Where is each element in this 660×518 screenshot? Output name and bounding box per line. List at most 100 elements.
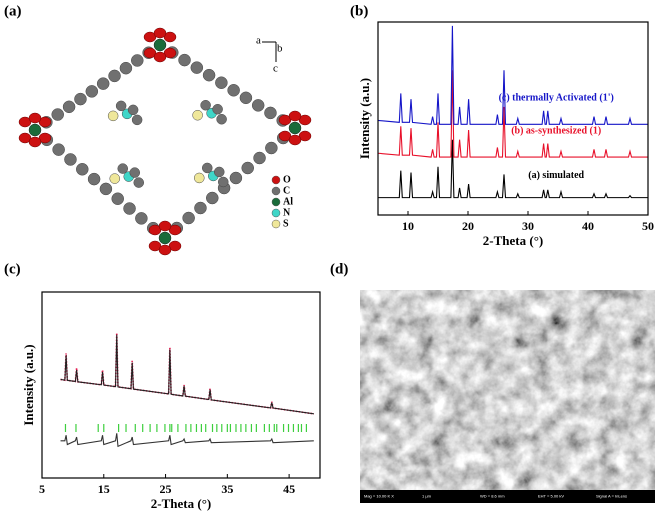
atom xyxy=(192,109,203,121)
atom xyxy=(194,172,205,184)
atom xyxy=(253,151,266,165)
x-tick-label: 25 xyxy=(160,482,172,496)
atom xyxy=(200,99,211,111)
sem-info: Signal A = InLens xyxy=(596,494,627,499)
atom xyxy=(251,99,265,112)
atom xyxy=(111,192,124,205)
atom xyxy=(265,141,278,155)
atom xyxy=(133,177,144,188)
atom xyxy=(158,231,172,245)
atom xyxy=(206,191,219,205)
atom xyxy=(158,244,172,256)
series-line xyxy=(377,25,648,125)
sem-info: WD = 8.6 mm xyxy=(480,494,505,499)
legend-swatch xyxy=(271,219,281,229)
x-axis-label: 2-Theta (°) xyxy=(483,233,543,248)
atom xyxy=(109,173,120,184)
axis-arrows xyxy=(262,41,277,62)
axis-label: b xyxy=(277,43,283,55)
panel-label: (c) xyxy=(4,261,21,277)
atom xyxy=(51,108,64,121)
x-tick-label: 50 xyxy=(642,219,654,233)
legend-label: O xyxy=(283,174,291,185)
atom xyxy=(264,106,277,120)
legend-swatch xyxy=(271,186,281,196)
atom xyxy=(127,104,139,116)
atom xyxy=(182,211,195,225)
atom xyxy=(135,212,148,225)
sem-info-bar xyxy=(360,490,655,503)
atom xyxy=(74,92,87,106)
sem-info: 1 µm xyxy=(422,494,432,499)
atom xyxy=(288,110,302,122)
atom xyxy=(107,110,119,122)
series-line xyxy=(60,334,314,415)
series-label: (b) as-synthesized (1) xyxy=(511,126,601,137)
series-line xyxy=(377,70,648,158)
atom xyxy=(76,163,89,176)
axis-label: a xyxy=(256,35,261,47)
panel-label: (d) xyxy=(330,261,348,277)
atom xyxy=(99,182,113,196)
atom xyxy=(64,153,77,166)
atom xyxy=(158,220,172,232)
atom xyxy=(229,171,243,185)
legend-swatch xyxy=(271,175,281,185)
atom xyxy=(52,143,65,156)
atom xyxy=(87,172,101,186)
atom xyxy=(28,136,42,148)
x-tick-label: 10 xyxy=(402,219,414,233)
atom xyxy=(131,114,143,126)
atom xyxy=(239,91,253,105)
atom xyxy=(129,167,140,178)
atom xyxy=(131,54,144,67)
atom xyxy=(218,176,229,188)
axis-label: c xyxy=(273,63,278,75)
y-axis-label: Intensity (a.u.) xyxy=(21,344,36,425)
atom xyxy=(153,38,167,52)
x-tick-label: 45 xyxy=(283,482,295,496)
plot-frame xyxy=(377,21,649,216)
series-label: (c) thermally Activated (1') xyxy=(499,93,614,104)
panel-label: (a) xyxy=(4,3,22,19)
atom xyxy=(227,84,240,97)
legend-label: Al xyxy=(283,196,293,207)
atom xyxy=(215,76,228,89)
atom xyxy=(212,103,223,115)
x-tick-label: 20 xyxy=(462,219,474,233)
atom xyxy=(214,166,225,178)
legend-swatch xyxy=(271,208,281,218)
atom xyxy=(85,85,99,98)
atom xyxy=(96,77,110,90)
atom xyxy=(202,68,216,82)
sem-info: Mag = 10.00 K X xyxy=(364,494,394,499)
atom xyxy=(153,51,167,63)
sem-image xyxy=(360,290,655,490)
atom xyxy=(194,201,207,215)
atom xyxy=(115,100,127,112)
legend-label: N xyxy=(283,207,291,218)
atom xyxy=(241,161,254,175)
atom xyxy=(108,69,121,83)
atom xyxy=(119,61,133,75)
atom xyxy=(288,121,302,135)
legend-label: S xyxy=(283,218,289,229)
atom xyxy=(216,113,227,125)
atom xyxy=(178,53,191,67)
series-line xyxy=(378,139,648,199)
x-tick-label: 30 xyxy=(522,219,534,233)
atom xyxy=(123,202,136,215)
x-tick-label: 5 xyxy=(39,482,45,496)
framework xyxy=(18,27,312,256)
x-tick-label: 35 xyxy=(221,482,233,496)
atom xyxy=(117,163,128,174)
series-line xyxy=(60,332,314,415)
atom xyxy=(190,61,204,74)
atom xyxy=(62,100,76,114)
atom xyxy=(288,134,302,146)
x-tick-label: 40 xyxy=(582,219,594,233)
sem-info: EHT = 5.00 kV xyxy=(538,494,564,499)
panel-label: (b) xyxy=(350,3,368,19)
x-tick-label: 15 xyxy=(98,482,110,496)
